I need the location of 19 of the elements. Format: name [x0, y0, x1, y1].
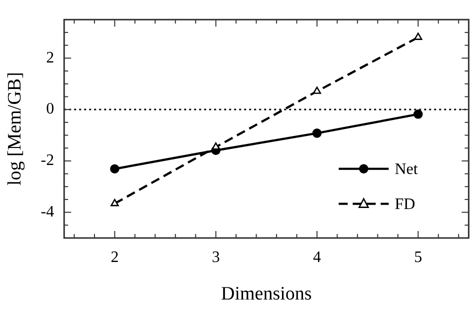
point — [212, 142, 220, 150]
y-tick-label: 2 — [46, 49, 54, 66]
point — [110, 198, 119, 206]
legend-label: FD — [394, 196, 416, 214]
legend-label: Net — [394, 161, 418, 178]
x-tick-label: 4 — [312, 248, 321, 266]
x-tick-label: 2 — [110, 248, 119, 266]
y-tick-label: -2 — [40, 152, 54, 170]
y-tick-label: 0 — [46, 100, 54, 118]
y-tick-label: -4 — [40, 204, 54, 221]
x-tick-label: 5 — [414, 248, 422, 266]
point — [413, 110, 423, 119]
point — [110, 164, 120, 174]
y-axis-title: log [Mem/GB] — [4, 72, 26, 186]
point — [414, 32, 422, 40]
point — [312, 86, 322, 94]
x-tick-label: 3 — [212, 248, 220, 266]
point — [312, 128, 322, 138]
x-axis-title: Dimensions — [221, 284, 312, 305]
